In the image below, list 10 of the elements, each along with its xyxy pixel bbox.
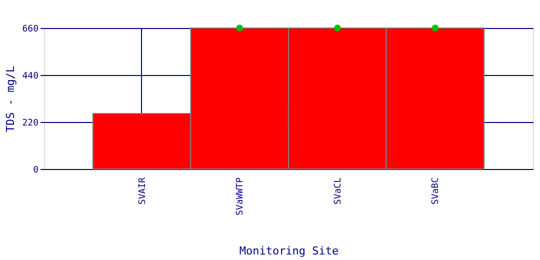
y-axis-title: TDS - mg/L xyxy=(4,66,18,132)
y-tick-label: 220 xyxy=(22,118,38,128)
x-tick-label: SVAIR xyxy=(138,176,148,205)
y-tick-label: 660 xyxy=(22,24,38,34)
y-tick-label: 0 xyxy=(33,166,38,176)
x-tick-label: SVaBC xyxy=(431,178,442,205)
x-tick-label: SVaCL xyxy=(333,178,344,205)
y-tick-label: 440 xyxy=(22,72,38,82)
x-axis-title: Monitoring Site xyxy=(239,244,339,258)
x-tick-label: SVaWWTP xyxy=(236,176,246,216)
